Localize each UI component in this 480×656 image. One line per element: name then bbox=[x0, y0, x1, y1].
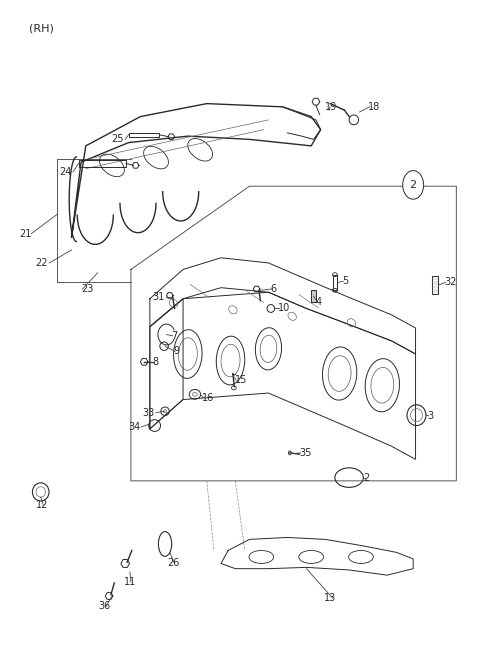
Text: 26: 26 bbox=[168, 558, 180, 569]
Text: 7: 7 bbox=[171, 331, 178, 341]
Text: 36: 36 bbox=[99, 602, 111, 611]
Text: 31: 31 bbox=[152, 292, 164, 302]
Circle shape bbox=[403, 171, 424, 199]
Text: 32: 32 bbox=[444, 277, 456, 287]
Text: 3: 3 bbox=[427, 411, 433, 420]
Text: 2: 2 bbox=[409, 180, 417, 190]
Text: 19: 19 bbox=[325, 102, 337, 112]
Text: 33: 33 bbox=[143, 407, 155, 418]
Text: 5: 5 bbox=[342, 276, 348, 286]
Text: 12: 12 bbox=[36, 500, 48, 510]
Text: 18: 18 bbox=[368, 102, 380, 112]
Polygon shape bbox=[311, 290, 316, 302]
Text: 35: 35 bbox=[300, 448, 312, 458]
Text: 21: 21 bbox=[19, 229, 31, 239]
Text: 34: 34 bbox=[128, 422, 140, 432]
Text: 2: 2 bbox=[363, 472, 370, 483]
Text: 10: 10 bbox=[278, 304, 290, 314]
Text: 25: 25 bbox=[111, 134, 124, 144]
Text: 23: 23 bbox=[81, 284, 94, 294]
Text: 4: 4 bbox=[316, 297, 322, 307]
Text: 11: 11 bbox=[124, 577, 136, 586]
Text: 22: 22 bbox=[36, 258, 48, 268]
Text: 15: 15 bbox=[235, 375, 248, 385]
Text: (RH): (RH) bbox=[29, 24, 54, 33]
Text: 8: 8 bbox=[152, 357, 158, 367]
Text: 16: 16 bbox=[202, 392, 214, 403]
Text: 9: 9 bbox=[174, 346, 180, 356]
Text: 6: 6 bbox=[271, 284, 277, 294]
Text: 13: 13 bbox=[324, 593, 336, 603]
Text: 24: 24 bbox=[59, 167, 72, 177]
